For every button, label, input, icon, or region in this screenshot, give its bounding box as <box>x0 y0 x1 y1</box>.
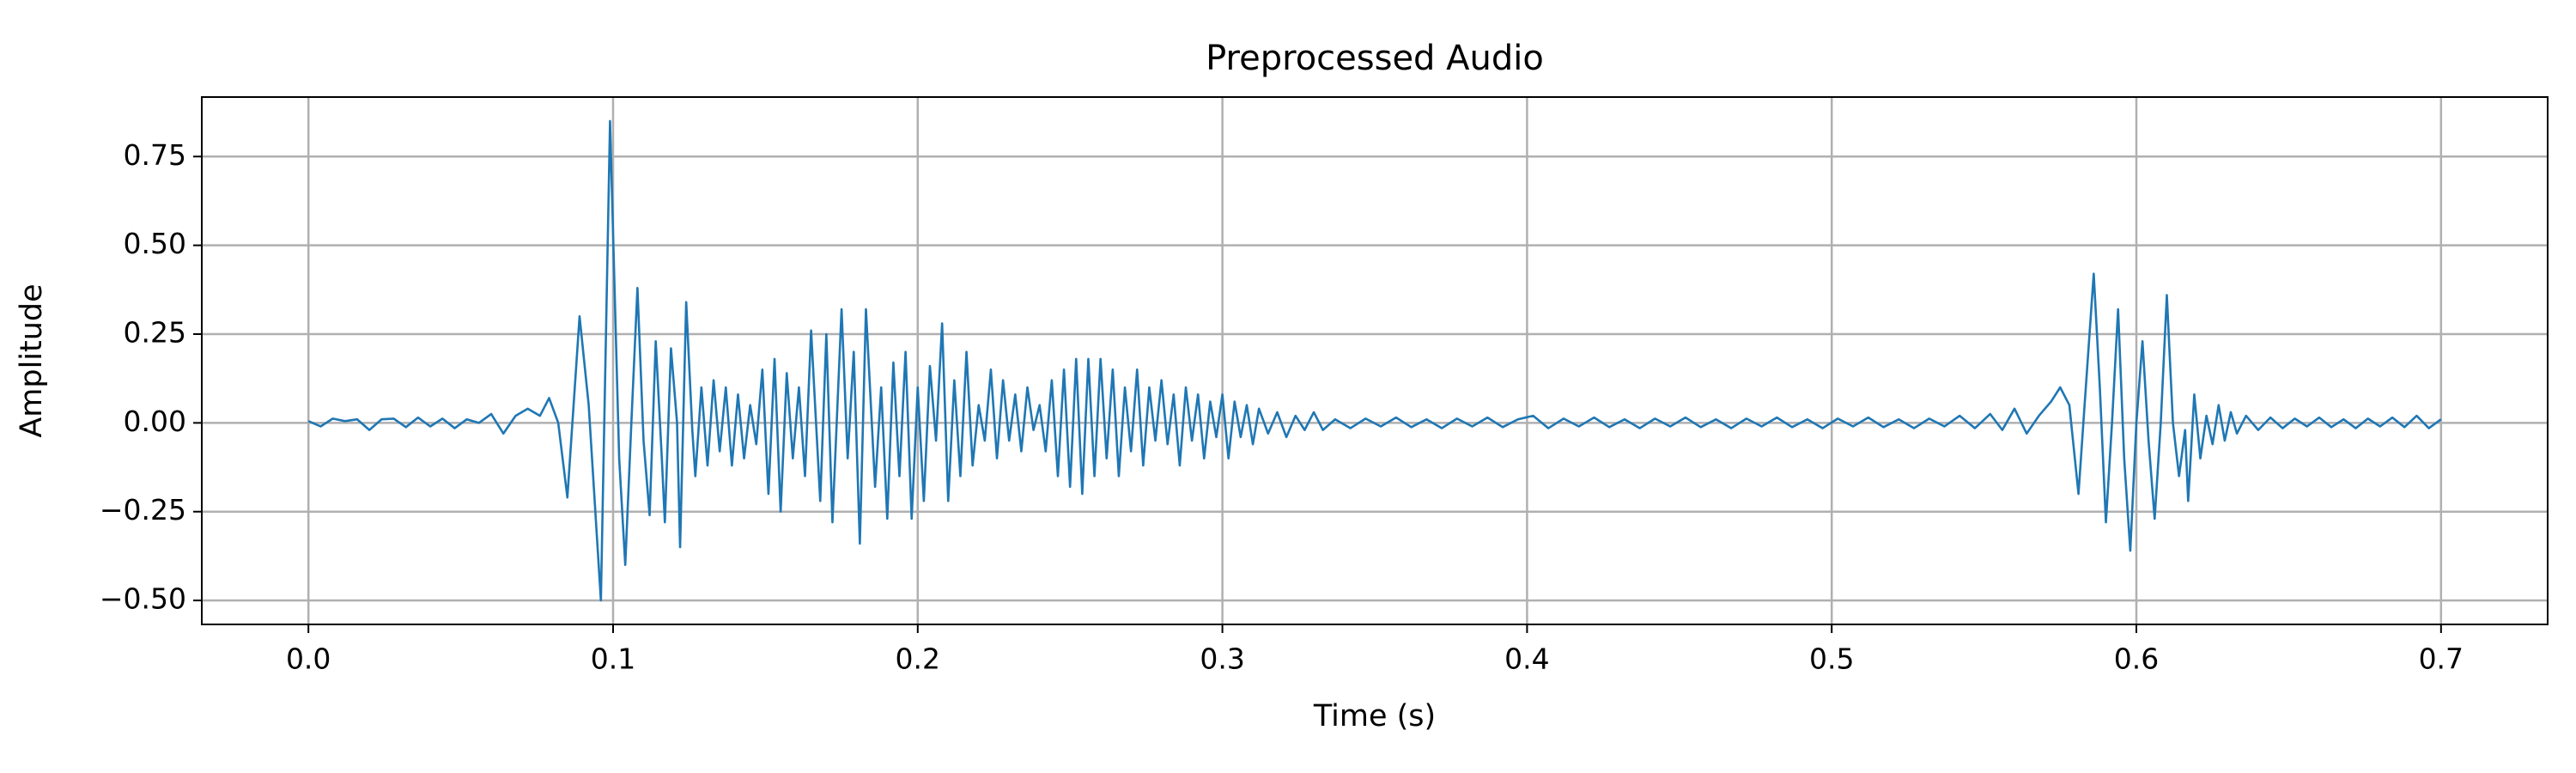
x-tick-label: 0.4 <box>1504 642 1549 676</box>
x-tick-label: 0.2 <box>896 642 940 676</box>
y-tick-label: −0.25 <box>100 493 186 526</box>
x-tick-label: 0.0 <box>286 642 331 676</box>
waveform-line <box>307 119 2442 602</box>
y-tick-label: 0.00 <box>124 405 186 438</box>
axes-frame <box>201 96 2549 625</box>
chart-title: Preprocessed Audio <box>1206 39 1544 78</box>
plot-area: 0.0 0.1 0.2 0.3 0.4 0.5 0.6 0.7 −0.50 −0.25 0.00 0.… <box>100 97 2548 676</box>
x-tick-label: 0.5 <box>1809 642 1854 676</box>
x-tick-label: 0.1 <box>591 642 635 676</box>
x-axis-label: Time (s) <box>1313 699 1436 733</box>
x-tick-label: 0.7 <box>2419 642 2464 676</box>
y-tick-label: 0.25 <box>124 315 186 349</box>
y-tick-label: 0.75 <box>124 138 186 172</box>
x-tick-label: 0.3 <box>1200 642 1244 676</box>
x-tick-label: 0.6 <box>2114 642 2159 676</box>
y-axis-label: Amplitude <box>15 283 49 437</box>
y-tick-label: 0.50 <box>124 227 186 260</box>
y-tick-label: −0.50 <box>100 582 186 616</box>
